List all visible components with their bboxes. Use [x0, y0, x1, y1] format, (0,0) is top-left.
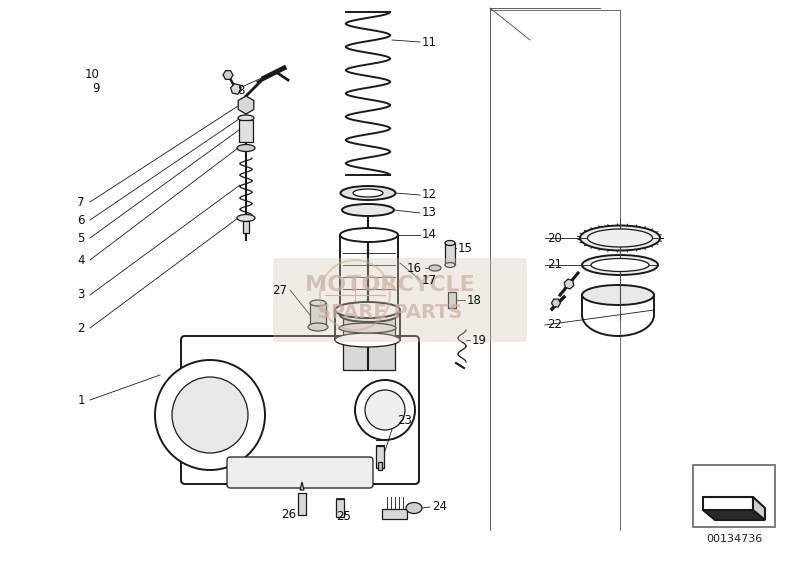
Polygon shape [753, 497, 765, 520]
Ellipse shape [445, 241, 455, 246]
Text: 1: 1 [78, 393, 85, 406]
Bar [382, 509, 407, 519]
Bar [298, 493, 306, 515]
Text: 17: 17 [422, 273, 437, 286]
Ellipse shape [339, 323, 396, 333]
Ellipse shape [591, 259, 649, 272]
Text: MOTORCYCLE: MOTORCYCLE [305, 275, 475, 295]
Text: 14: 14 [422, 228, 437, 241]
Text: 00134736: 00134736 [706, 534, 762, 544]
Text: 22: 22 [547, 319, 562, 332]
Text: 24: 24 [432, 501, 447, 514]
Circle shape [355, 380, 415, 440]
Bar [310, 303, 326, 325]
Bar [343, 310, 395, 370]
Text: 5: 5 [78, 232, 85, 245]
Bar [239, 120, 253, 142]
Text: SPARE PARTS: SPARE PARTS [318, 302, 462, 321]
Polygon shape [703, 510, 765, 520]
Text: 3: 3 [78, 289, 85, 302]
Text: 10: 10 [85, 67, 100, 80]
Bar [693, 465, 775, 527]
Text: 13: 13 [422, 206, 437, 219]
Ellipse shape [310, 300, 326, 306]
Text: 11: 11 [422, 36, 437, 49]
FancyBboxPatch shape [273, 258, 527, 342]
Text: 20: 20 [547, 232, 562, 245]
Text: 21: 21 [547, 259, 562, 272]
Text: 18: 18 [467, 293, 482, 306]
Ellipse shape [429, 265, 441, 271]
Ellipse shape [406, 502, 422, 514]
Text: 26: 26 [281, 507, 296, 520]
Ellipse shape [340, 308, 398, 322]
Ellipse shape [237, 145, 255, 151]
Text: 23: 23 [397, 414, 412, 427]
Text: 2: 2 [78, 321, 85, 334]
Circle shape [155, 360, 265, 470]
Ellipse shape [335, 302, 400, 318]
Polygon shape [703, 497, 753, 510]
Bar [448, 292, 456, 308]
Bar [336, 499, 344, 517]
Ellipse shape [587, 229, 653, 247]
Ellipse shape [341, 186, 395, 200]
Bar [376, 446, 384, 468]
Ellipse shape [237, 215, 255, 221]
Ellipse shape [582, 285, 654, 305]
Text: 9: 9 [93, 82, 100, 95]
Text: 6: 6 [78, 214, 85, 227]
Ellipse shape [353, 189, 383, 197]
Text: 19: 19 [472, 333, 487, 346]
Bar [378, 462, 382, 470]
Text: 16: 16 [407, 262, 422, 275]
Text: 27: 27 [272, 284, 287, 297]
Text: 15: 15 [458, 241, 473, 254]
Polygon shape [300, 482, 304, 490]
Bar [445, 243, 455, 265]
Ellipse shape [445, 263, 455, 267]
Bar [243, 221, 249, 233]
Text: 25: 25 [336, 510, 351, 523]
Ellipse shape [582, 255, 658, 275]
Ellipse shape [340, 228, 398, 242]
Text: 8: 8 [237, 84, 244, 97]
Circle shape [172, 377, 248, 453]
Circle shape [365, 390, 405, 430]
Ellipse shape [238, 115, 254, 121]
Text: 4: 4 [78, 254, 85, 267]
FancyBboxPatch shape [227, 457, 373, 488]
Text: 7: 7 [78, 195, 85, 208]
Ellipse shape [342, 204, 394, 216]
Ellipse shape [580, 225, 660, 250]
Text: 12: 12 [422, 189, 437, 202]
Ellipse shape [308, 323, 328, 331]
Ellipse shape [335, 333, 400, 347]
FancyBboxPatch shape [181, 336, 419, 484]
